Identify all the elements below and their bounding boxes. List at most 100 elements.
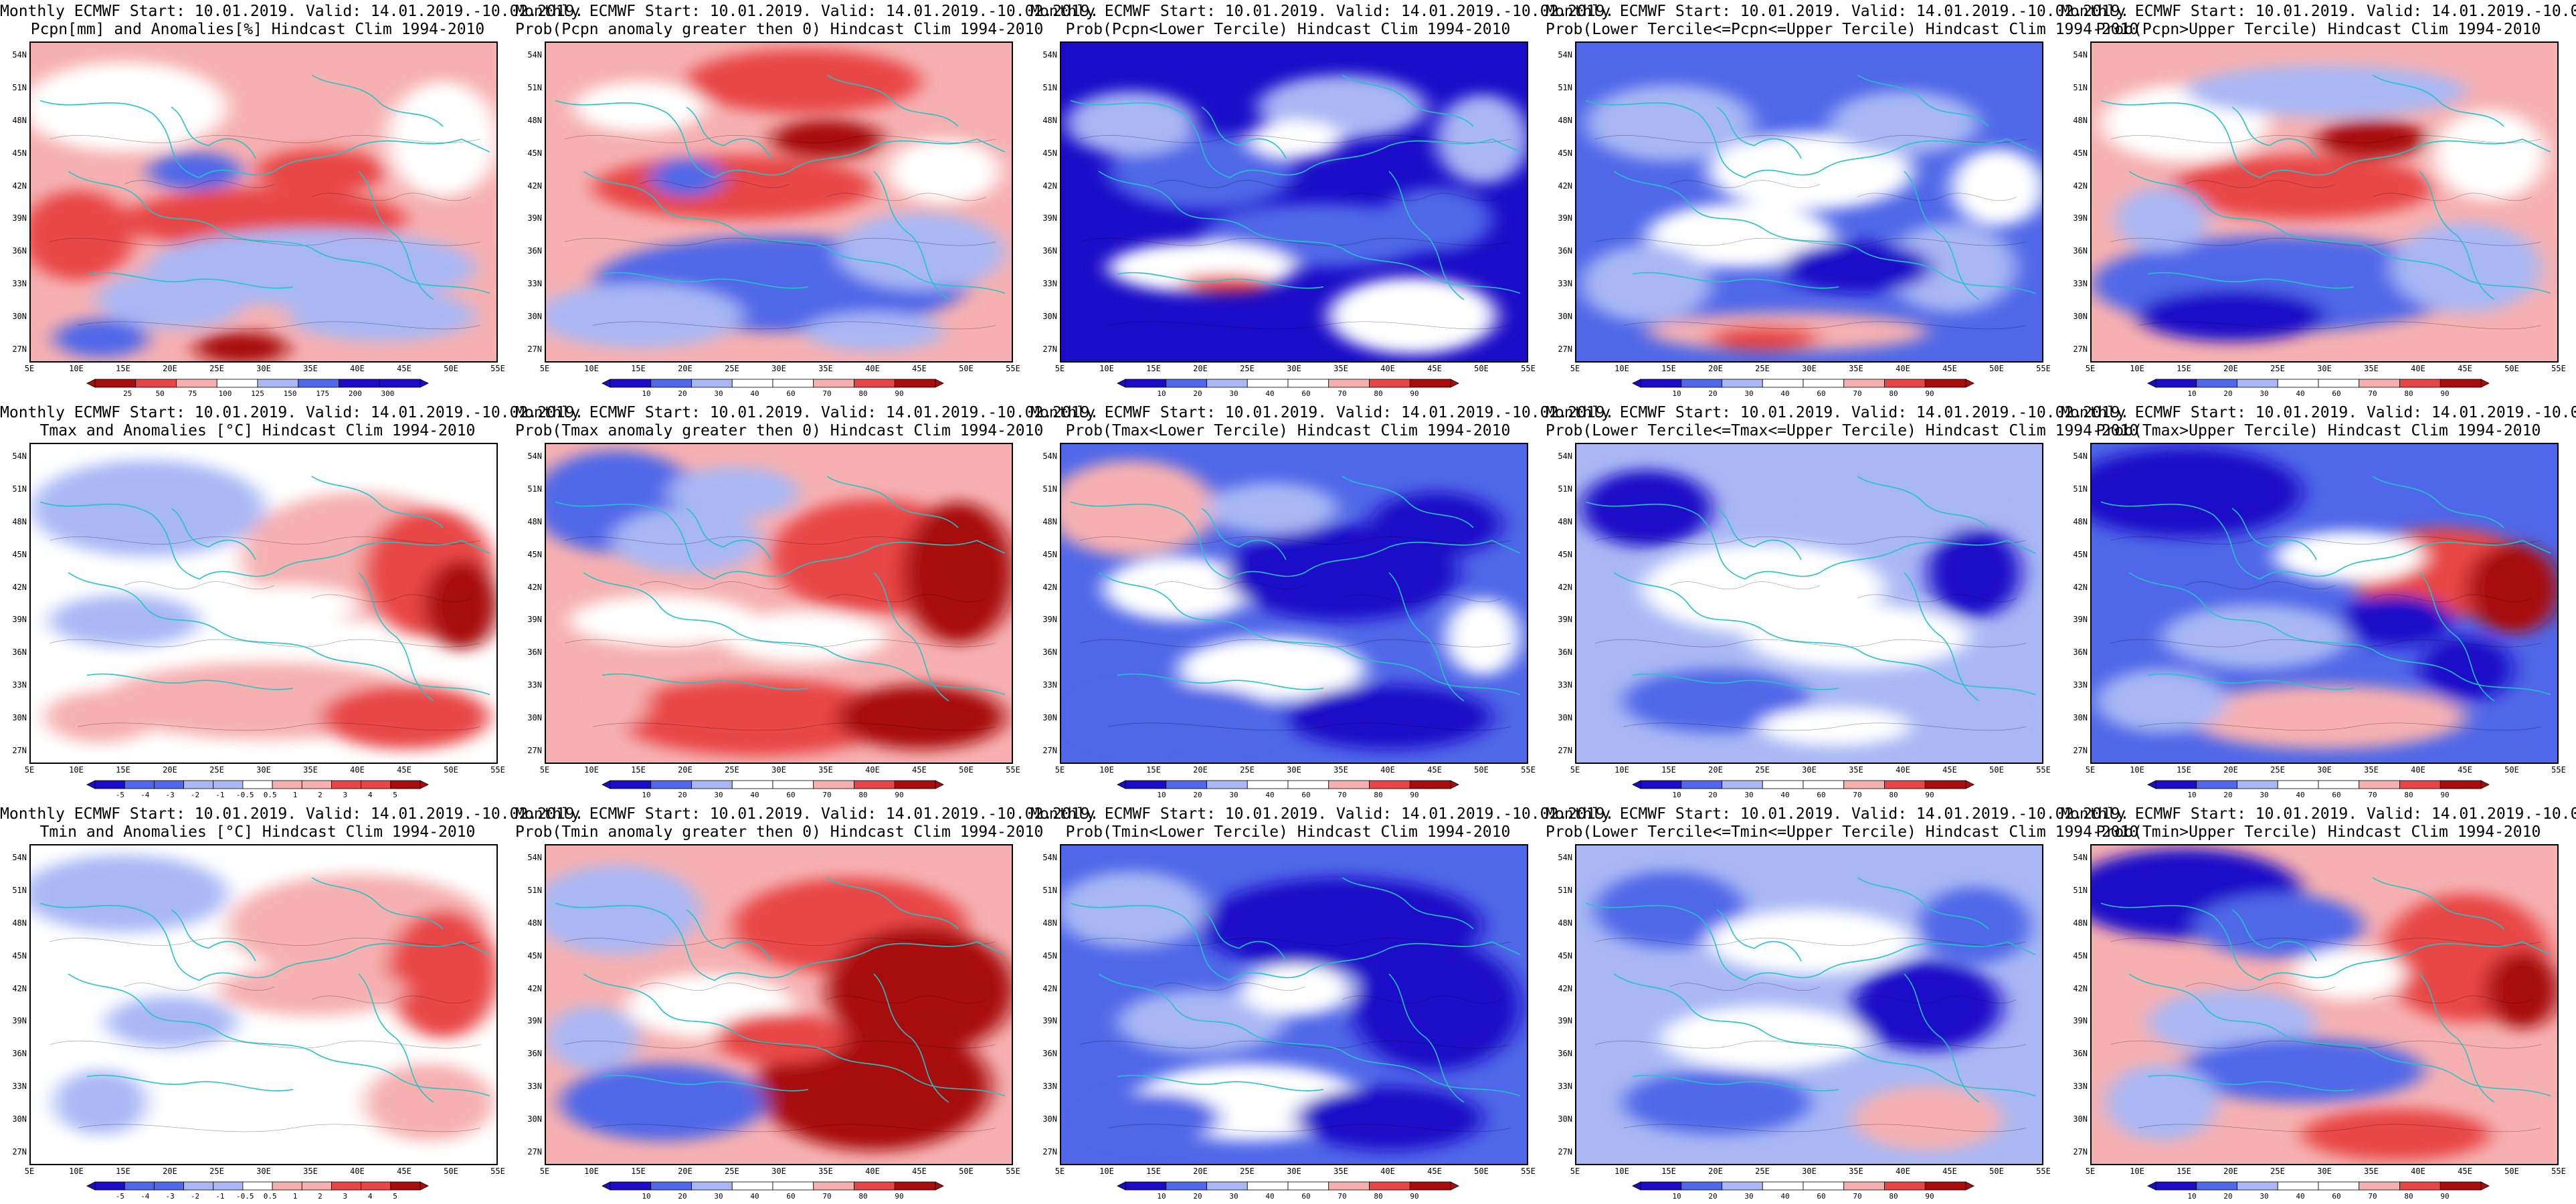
colorbar-segment <box>1125 780 1167 789</box>
contour-line <box>640 582 790 589</box>
coastline <box>1117 1076 1323 1091</box>
x-tick-label: 30E <box>256 364 271 373</box>
field-region <box>1066 91 1197 155</box>
x-tick-label: 45E <box>397 364 411 373</box>
x-tick-label: 5E <box>2085 1167 2096 1176</box>
coastline <box>1342 75 1473 126</box>
coastline <box>2148 273 2354 288</box>
colorbar-segment <box>216 379 258 388</box>
field-region <box>1295 1086 1483 1150</box>
colorbar-label: 40 <box>2296 389 2305 398</box>
x-tick-label: 35E <box>1849 765 1863 775</box>
x-tick-label: 55E <box>2036 765 2051 775</box>
panel-title-line-2: Prob(Lower Tercile<=Tmin<=Upper Tercile)… <box>1546 823 2139 841</box>
colorbar-segment <box>813 780 854 789</box>
y-tick-label: 51N <box>2073 885 2088 895</box>
map-panel: Monthly ECMWF Start: 10.01.2019. Valid: … <box>1546 0 2138 401</box>
x-tick-label: 35E <box>1333 765 1348 775</box>
x-tick-label: 50E <box>959 765 974 775</box>
contour-line <box>1595 938 2026 945</box>
field-region <box>363 1064 494 1141</box>
map-field <box>1576 845 2042 1164</box>
y-tick-label: 30N <box>12 713 27 723</box>
coastline <box>1614 573 2035 694</box>
map-plot-area <box>1575 844 2043 1165</box>
field-region <box>1089 1092 1220 1144</box>
field-region <box>387 910 496 1038</box>
x-tick-label: 50E <box>959 364 974 373</box>
colorbar-segment <box>813 379 854 388</box>
field-region <box>256 148 387 194</box>
y-tick-label: 51N <box>12 484 27 494</box>
y-tick-label: 51N <box>2073 82 2088 92</box>
colorbar-label: 30 <box>1229 389 1238 398</box>
x-tick-label: 5E <box>1054 1167 1065 1176</box>
colorbar-label: 20 <box>1193 1192 1202 1201</box>
contour-line <box>50 938 480 945</box>
colorbar-segment <box>339 379 380 388</box>
y-tick-label: 27N <box>12 1147 27 1157</box>
colorbar-segment <box>1206 379 1248 388</box>
colorbar-label: 10 <box>1157 791 1166 799</box>
colorbar-segment <box>2155 780 2197 789</box>
coastline <box>87 273 293 288</box>
x-tick-label: 5E <box>1054 765 1065 775</box>
colorbar-segment <box>1640 1181 1682 1191</box>
colorbar <box>2147 780 2490 789</box>
field-region <box>1853 1086 2003 1150</box>
field-region <box>1885 222 2017 313</box>
panel-title-line-1: Monthly ECMWF Start: 10.01.2019. Valid: … <box>2061 805 2576 823</box>
panel-title-line-1: Monthly ECMWF Start: 10.01.2019. Valid: … <box>515 404 1099 421</box>
x-tick-label: 15E <box>1661 364 1676 373</box>
y-tick-label: 33N <box>527 680 542 690</box>
x-tick-label: 35E <box>2364 364 2379 373</box>
y-tick-label: 42N <box>527 181 542 191</box>
y-tick-label: 42N <box>1558 983 1572 993</box>
field-region <box>1581 245 1712 322</box>
contour-line <box>1595 536 2026 544</box>
colorbar-segment <box>1247 379 1289 388</box>
map-plot-area <box>29 844 498 1165</box>
x-tick-label: 40E <box>350 1167 365 1176</box>
x-tick-label: 15E <box>631 765 646 775</box>
y-tick-label: 54N <box>1558 853 1572 862</box>
colorbar-segment <box>1924 379 1966 388</box>
y-tick-label: 42N <box>1558 582 1572 592</box>
coastline <box>1389 573 1464 701</box>
map-panel: Monthly ECMWF Start: 10.01.2019. Valid: … <box>1546 803 2139 1204</box>
colorbar-segment <box>1409 1181 1451 1191</box>
field-region <box>195 332 288 361</box>
coastline <box>1904 573 1979 701</box>
coastline <box>68 974 490 1096</box>
colorbar-label: -0.5 <box>236 1192 254 1201</box>
field-region <box>106 996 237 1048</box>
x-tick-label: 30E <box>2317 364 2332 373</box>
field-region <box>1708 325 1820 351</box>
colorbar-segment <box>731 780 773 789</box>
field-region <box>1595 871 1745 948</box>
y-tick-label: 36N <box>12 647 27 658</box>
colorbar-label: 20 <box>1708 1192 1718 1201</box>
y-tick-label: 27N <box>1558 344 1572 354</box>
colorbar-segment <box>1803 780 1845 789</box>
x-tick-label: 30E <box>1802 1167 1817 1176</box>
coastline <box>1904 171 1979 300</box>
colorbar-end-arrow <box>1632 379 1641 388</box>
x-tick-label: 30E <box>1287 1167 1301 1176</box>
map-panel: Monthly ECMWF Start: 10.01.2019. Valid: … <box>0 803 583 1204</box>
x-tick-label: 25E <box>1240 765 1255 775</box>
panel-title: Monthly ECMWF Start: 10.01.2019. Valid: … <box>2061 805 2576 841</box>
x-tick-label: 45E <box>397 765 411 775</box>
colorbar-segment <box>1328 780 1370 789</box>
panel-title-line-1: Monthly ECMWF Start: 10.01.2019. Valid: … <box>0 404 584 421</box>
panel-title-line-1: Monthly ECMWF Start: 10.01.2019. Valid: … <box>1546 3 2130 20</box>
colorbar-label: 60 <box>2332 791 2341 799</box>
colorbar-segment <box>94 1181 125 1191</box>
colorbar-segment <box>2399 379 2441 388</box>
colorbar-label: -5 <box>115 791 124 799</box>
colorbar-segment <box>650 780 692 789</box>
colorbar-segment <box>2399 780 2441 789</box>
x-tick-label: 30E <box>1287 765 1301 775</box>
x-tick-label: 25E <box>2270 1167 2285 1176</box>
y-tick-label: 51N <box>1042 82 1057 92</box>
